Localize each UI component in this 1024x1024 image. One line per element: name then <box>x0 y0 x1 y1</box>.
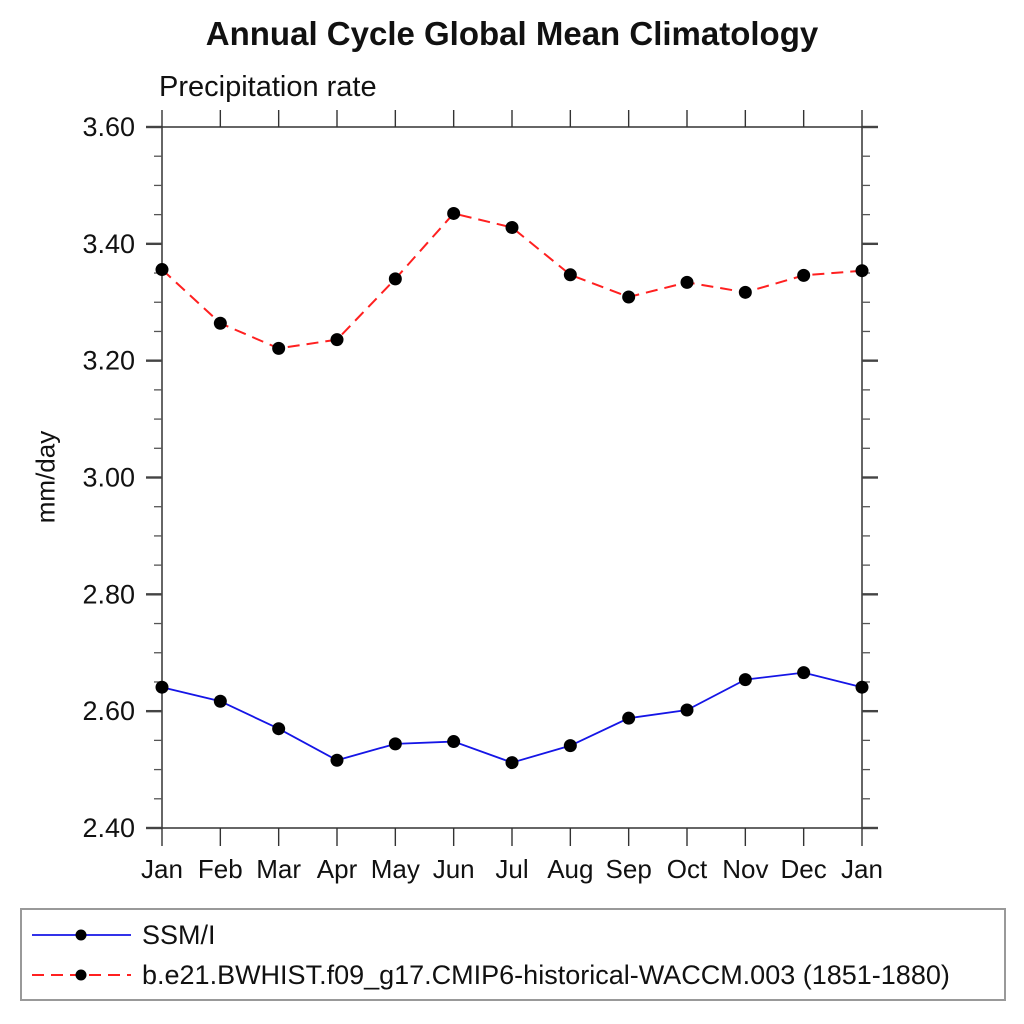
legend-entry-model: b.e21.BWHIST.f09_g17.CMIP6-historical-WA… <box>22 955 1004 995</box>
legend-sample-dashed <box>32 969 131 981</box>
y-tick-label: 3.20 <box>82 346 135 376</box>
data-point-marker <box>738 285 752 299</box>
series-line-0 <box>161 671 863 764</box>
data-point-marker <box>797 268 811 282</box>
data-point-marker <box>272 722 286 736</box>
x-tick-label: Nov <box>722 854 768 884</box>
y-tick-label: 2.40 <box>82 813 135 843</box>
data-point-marker <box>155 263 169 277</box>
chart-subtitle: Precipitation rate <box>159 71 377 103</box>
x-tick-label: Aug <box>547 854 593 884</box>
data-point-marker <box>505 220 519 234</box>
x-tick-label: Jan <box>841 854 883 884</box>
x-tick-label: Jan <box>141 854 183 884</box>
data-point-marker <box>388 272 402 286</box>
data-point-marker <box>505 756 519 770</box>
x-tick-label: Apr <box>317 854 358 884</box>
x-tick-label: Jun <box>433 854 475 884</box>
data-point-marker <box>155 680 169 694</box>
data-point-marker <box>447 206 461 220</box>
y-tick-label: 2.60 <box>82 696 135 726</box>
x-tick-label: Dec <box>781 854 827 884</box>
data-point-marker <box>213 694 227 708</box>
data-point-marker <box>622 711 636 725</box>
legend-sample-solid <box>32 929 131 941</box>
legend-box: SSM/I b.e21.BWHIST.f09_g17.CMIP6-histori… <box>20 908 1006 1001</box>
legend-marker-dot <box>75 969 87 981</box>
x-tick-label: May <box>371 854 420 884</box>
data-point-marker <box>680 703 694 717</box>
y-tick-label: 3.40 <box>82 229 135 259</box>
x-tick-label: Oct <box>667 854 708 884</box>
data-point-marker <box>330 753 344 767</box>
data-point-marker <box>622 290 636 304</box>
data-point-marker <box>447 735 461 749</box>
y-tick-label: 3.00 <box>82 463 135 493</box>
data-point-marker <box>272 341 286 355</box>
y-tick-label: 3.60 <box>82 112 135 142</box>
data-point-marker <box>738 673 752 687</box>
data-point-marker <box>563 268 577 282</box>
chart-title: Annual Cycle Global Mean Climatology <box>205 15 819 52</box>
data-point-marker <box>855 680 869 694</box>
data-point-marker <box>330 333 344 347</box>
data-point-marker <box>213 316 227 330</box>
x-tick-label: Jul <box>495 854 528 884</box>
x-tick-label: Sep <box>606 854 652 884</box>
legend-marker-dot <box>75 929 87 941</box>
y-tick-label: 2.80 <box>82 579 135 609</box>
x-tick-label: Mar <box>256 854 301 884</box>
data-point-marker <box>797 666 811 680</box>
data-point-marker <box>563 739 577 753</box>
legend-label-ssmi: SSM/I <box>142 919 216 950</box>
data-point-marker <box>855 264 869 278</box>
legend-label-model: b.e21.BWHIST.f09_g17.CMIP6-historical-WA… <box>142 959 950 990</box>
data-point-marker <box>388 737 402 751</box>
x-tick-label: Feb <box>198 854 243 884</box>
legend-entry-ssmi: SSM/I <box>22 915 1004 955</box>
data-point-marker <box>680 275 694 289</box>
